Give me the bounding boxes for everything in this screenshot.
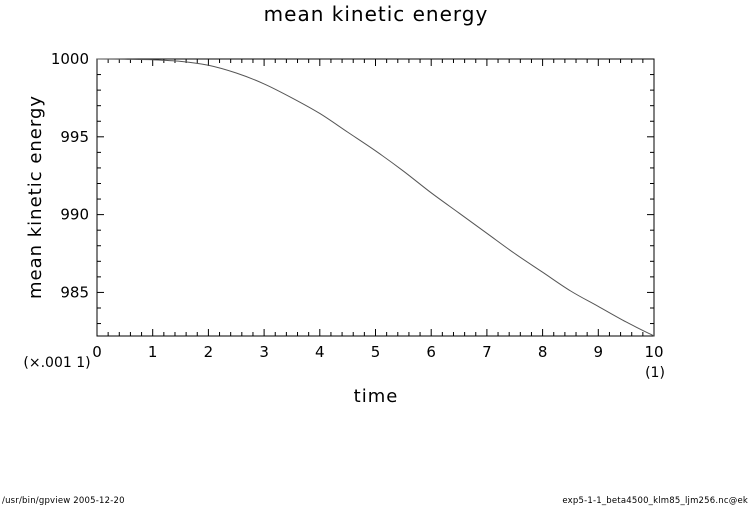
x-tick-label: 0 <box>92 343 102 361</box>
footer-source-file: exp5-1-1_beta4500_klm85_ljm256.nc@ek <box>562 496 748 506</box>
x-tick-label: 5 <box>371 343 381 361</box>
x-axis-label: time <box>354 386 399 407</box>
series-lines <box>96 58 655 337</box>
y-tick-label: 1000 <box>51 50 89 68</box>
x-tick-label: 10 <box>644 343 663 361</box>
plot-frame <box>96 58 655 337</box>
x-unit-label: (1) <box>645 365 665 381</box>
x-tick-label: 3 <box>259 343 269 361</box>
series-line <box>96 58 655 337</box>
y-tick-labels: 985 990 995 1000 <box>51 50 89 301</box>
x-tick-label: 7 <box>482 343 492 361</box>
y-axis-label: mean kinetic energy <box>25 95 46 299</box>
y-scale-label: (×.001 1) <box>23 355 90 371</box>
x-tick-label: 1 <box>148 343 158 361</box>
x-tick-labels: 0 1 2 3 4 5 6 7 8 9 10 <box>92 343 663 361</box>
x-tick-label: 2 <box>204 343 214 361</box>
y-tick-label: 995 <box>60 128 89 146</box>
y-tick-label: 985 <box>60 283 89 301</box>
x-tick-label: 4 <box>315 343 325 361</box>
y-tick-label: 990 <box>60 206 89 224</box>
x-tick-label: 6 <box>426 343 436 361</box>
axis-ticks <box>96 58 655 336</box>
chart-title: mean kinetic energy <box>264 2 489 26</box>
x-tick-label: 9 <box>594 343 604 361</box>
x-tick-label: 8 <box>538 343 548 361</box>
footer-program-date: /usr/bin/gpview 2005-12-20 <box>2 496 125 506</box>
